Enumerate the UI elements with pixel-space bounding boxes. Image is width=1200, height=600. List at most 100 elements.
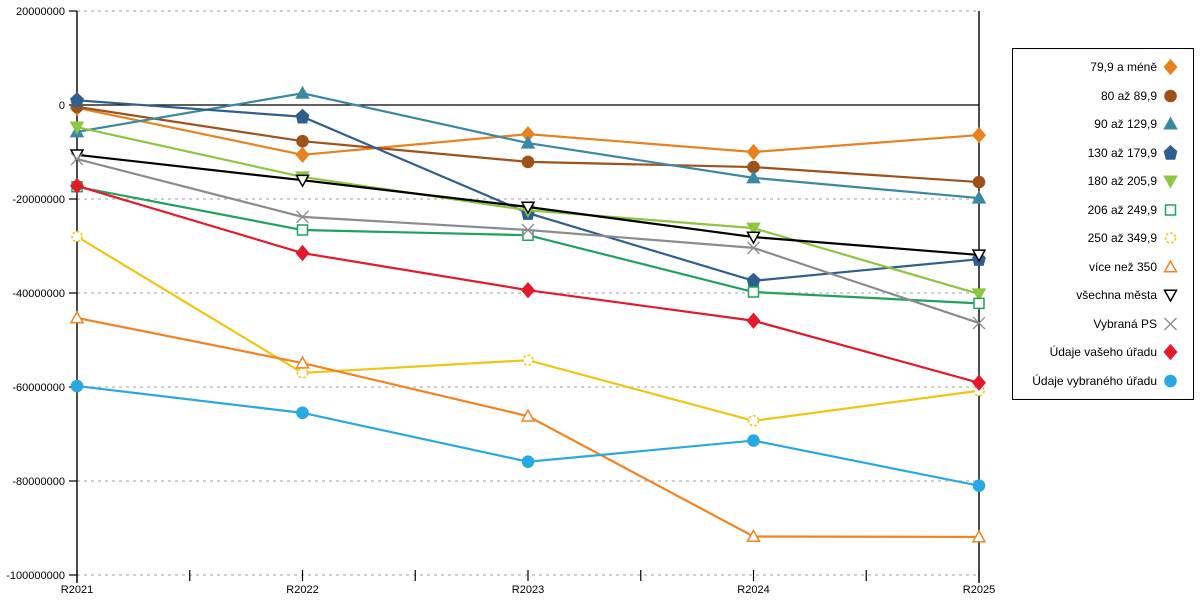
x-axis-tick-label: R2021 bbox=[61, 584, 93, 596]
data-point-marker-circle-dashed bbox=[71, 230, 83, 243]
legend-marker-glyph bbox=[1163, 259, 1178, 273]
data-point-marker-pentagon bbox=[295, 108, 310, 124]
data-point-marker-triangle-down bbox=[746, 231, 761, 245]
legend-item: 250 až 349,9 bbox=[1013, 225, 1193, 252]
data-point-marker-triangle-up bbox=[971, 190, 987, 204]
legend-marker-open-triangle-up-icon bbox=[1162, 259, 1179, 275]
data-point-marker-triangle-up bbox=[295, 85, 310, 99]
legend-marker-triangle-up-icon bbox=[1162, 116, 1179, 132]
data-point-marker-x-cross bbox=[747, 241, 760, 255]
data-point-marker-triangle-down bbox=[1163, 175, 1178, 189]
data-point-marker-diamond bbox=[295, 146, 310, 163]
legend-marker-x-cross-icon bbox=[1162, 316, 1179, 332]
legend-item: všechna města bbox=[1013, 282, 1193, 309]
data-point-marker-diamond bbox=[746, 312, 761, 329]
legend-label: 80 až 89,9 bbox=[1100, 88, 1157, 103]
legend-marker-diamond-icon bbox=[1162, 59, 1179, 76]
legend-label: 130 až 179,9 bbox=[1087, 145, 1157, 160]
data-point-marker-x-cross bbox=[521, 223, 535, 237]
data-point-marker-diamond bbox=[746, 143, 761, 161]
data-point-marker-circle-dashed bbox=[296, 367, 309, 379]
data-point-marker-circle bbox=[972, 479, 986, 493]
data-point-marker-circle bbox=[972, 175, 986, 189]
legend-item: Údaje vašeho úřadu bbox=[1013, 339, 1193, 366]
data-point-marker-circle-dashed bbox=[747, 415, 760, 427]
data-point-marker-triangle-down bbox=[746, 222, 761, 236]
legend-marker-glyph bbox=[1163, 59, 1178, 76]
y-axis-tick-label: -20000000 bbox=[12, 194, 65, 206]
data-point-marker-circle bbox=[747, 434, 760, 447]
legend-marker-glyph bbox=[1164, 204, 1177, 216]
data-point-marker-circle bbox=[296, 406, 309, 420]
data-point-marker-triangle-up bbox=[1163, 259, 1178, 273]
legend-marker-glyph bbox=[1163, 144, 1178, 160]
series-line bbox=[76, 235, 980, 422]
data-point-marker-triangle-down bbox=[520, 201, 536, 215]
data-point-marker-pentagon bbox=[746, 272, 761, 288]
data-point-marker-circle bbox=[70, 379, 84, 393]
data-point-marker-circle bbox=[521, 455, 535, 469]
x-axis-tick-label: R2022 bbox=[286, 584, 318, 596]
legend-marker-pentagon-icon bbox=[1162, 144, 1179, 161]
data-point-marker-triangle-up bbox=[520, 135, 536, 149]
legend-item: 90 až 129,9 bbox=[1013, 111, 1193, 138]
data-point-marker-square bbox=[1164, 204, 1177, 216]
legend-label: 180 až 205,9 bbox=[1087, 174, 1157, 189]
legend-item: 206 až 249,9 bbox=[1013, 196, 1193, 223]
legend-marker-open-circle-icon bbox=[1162, 230, 1179, 246]
data-point-marker-triangle-up bbox=[1163, 116, 1178, 130]
legend-item: 130 až 179,9 bbox=[1013, 139, 1193, 166]
data-point-marker-square bbox=[973, 297, 985, 310]
y-axis-tick-label: -80000000 bbox=[12, 476, 65, 488]
data-point-marker-triangle-down bbox=[971, 249, 987, 263]
series-line bbox=[76, 157, 980, 325]
legend-marker-triangle-down-icon bbox=[1162, 173, 1179, 189]
data-point-marker-diamond bbox=[1163, 344, 1178, 361]
series-line bbox=[76, 384, 980, 487]
legend-item: 79,9 a méně bbox=[1013, 54, 1193, 81]
data-point-marker-triangle-down bbox=[295, 174, 310, 188]
data-point-marker-circle-dashed bbox=[522, 354, 534, 367]
data-point-marker-circle bbox=[296, 134, 309, 148]
data-point-marker-triangle-down bbox=[971, 288, 987, 302]
legend-marker-open-square-icon bbox=[1162, 202, 1179, 218]
legend-marker-glyph bbox=[1164, 374, 1177, 388]
data-point-marker-diamond bbox=[295, 244, 310, 262]
legend-marker-diamond-icon bbox=[1162, 344, 1179, 361]
legend-label: více než 350 bbox=[1088, 259, 1157, 274]
legend-label: 206 až 249,9 bbox=[1087, 202, 1157, 217]
legend-marker-glyph bbox=[1163, 344, 1178, 361]
data-point-marker-x-cross bbox=[70, 152, 84, 166]
data-point-marker-pentagon bbox=[70, 92, 84, 108]
legend-label: Vybraná PS bbox=[1093, 316, 1157, 331]
y-axis-tick-label: -100000000 bbox=[6, 570, 65, 582]
legend-label: Údaje vašeho úřadu bbox=[1049, 345, 1157, 360]
data-point-marker-diamond bbox=[972, 126, 986, 144]
legend-marker-glyph bbox=[1164, 232, 1177, 245]
legend-label: 90 až 129,9 bbox=[1094, 117, 1157, 132]
data-point-marker-circle bbox=[1164, 374, 1177, 388]
chart-legend: 79,9 a méně 80 až 89,9 90 až 129,9 130 a… bbox=[1012, 48, 1194, 400]
data-point-marker-pentagon bbox=[1163, 144, 1178, 160]
data-point-marker-diamond bbox=[521, 282, 535, 299]
x-axis-tick-label: R2024 bbox=[737, 584, 769, 596]
data-point-marker-triangle-up bbox=[69, 310, 85, 324]
legend-label: všechna města bbox=[1076, 288, 1157, 303]
data-point-marker-diamond bbox=[972, 374, 986, 391]
data-point-marker-diamond bbox=[1163, 59, 1178, 76]
data-point-marker-circle bbox=[1164, 89, 1177, 103]
legend-marker-glyph bbox=[1163, 116, 1178, 130]
data-point-marker-triangle-down bbox=[1163, 289, 1178, 303]
legend-item: Vybraná PS bbox=[1013, 310, 1193, 337]
legend-item: 80 až 89,9 bbox=[1013, 82, 1193, 109]
data-point-marker-square bbox=[747, 286, 760, 298]
data-point-marker-x-cross bbox=[1164, 317, 1177, 331]
data-point-marker-x-cross bbox=[972, 316, 986, 330]
data-point-marker-triangle-up bbox=[971, 529, 987, 543]
legend-item: více než 350 bbox=[1013, 253, 1193, 280]
data-point-marker-circle bbox=[521, 155, 535, 169]
legend-label: Údaje vybraného úřadu bbox=[1032, 373, 1157, 388]
legend-marker-glyph bbox=[1164, 317, 1177, 331]
